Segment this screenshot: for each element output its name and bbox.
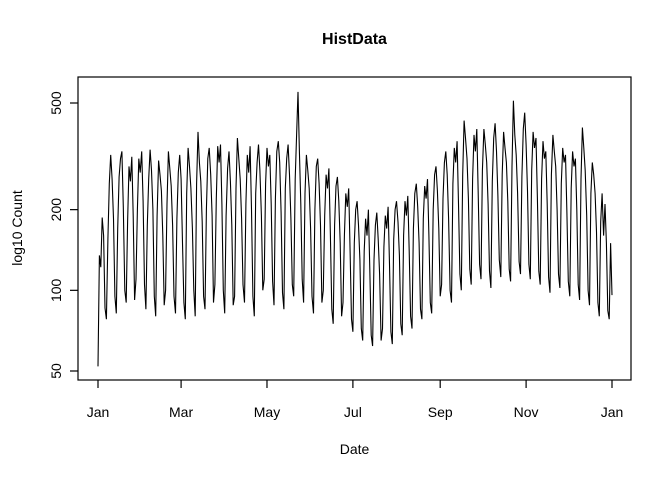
x-tick-label: Jul [344, 404, 362, 420]
x-tick-label: May [254, 404, 280, 420]
data-line [97, 91, 613, 367]
x-tick-label: Mar [169, 404, 193, 420]
plot-border [77, 76, 632, 381]
y-tick-label: 500 [48, 91, 64, 115]
chart-title: HistData [322, 31, 387, 48]
x-tick-label: Sep [428, 404, 453, 420]
y-tick-label: 100 [48, 278, 64, 302]
x-tick-label: Jan [87, 404, 110, 420]
x-tick-label: Jan [601, 404, 624, 420]
x-axis-label: Date [339, 441, 370, 457]
x-tick-label: Nov [514, 404, 539, 420]
y-tick-label: 200 [48, 198, 64, 222]
y-tick-label: 50 [48, 363, 64, 379]
